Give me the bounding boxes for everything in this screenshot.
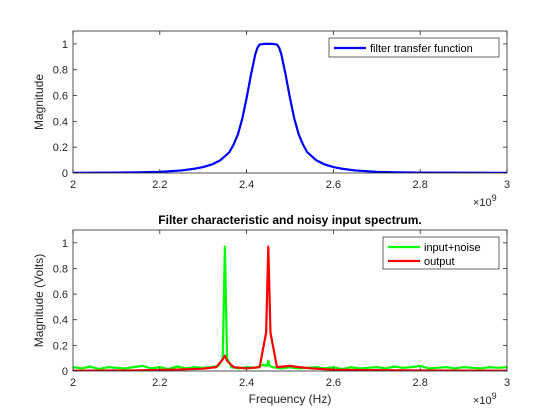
axes2-ytick-label: 0.2 (53, 340, 68, 352)
axes2-ytick-label: 0.6 (53, 289, 68, 301)
axes2-ytick-label: 0.4 (53, 315, 68, 327)
axes2-legend-box (382, 236, 500, 270)
axes2-ytick-label: 1 (62, 238, 68, 250)
axes2-xtick-label: 2.6 (326, 377, 341, 389)
axes2-x-exponent-label: ×109 (473, 391, 497, 407)
axes1-ytick-label: 0.4 (53, 116, 68, 128)
axes2-ytick-label: 0 (62, 366, 68, 378)
axes1-ytick-label: 0.2 (53, 142, 68, 154)
axes2-y-axis-label: Magnitude (Volts) (32, 254, 46, 347)
axes1-xtick-label: 2.4 (239, 179, 254, 191)
axes1-series-line-filter-transfer-function (73, 42, 507, 173)
axes2-frame (72, 229, 508, 372)
axes2-ytick-label: 0.8 (53, 263, 68, 275)
axes1-y-axis-label: Magnitude (32, 74, 46, 130)
axes2-legend-label: output (424, 256, 455, 268)
axes1-ytick-label: 0.8 (53, 65, 68, 77)
axes1-ytick-label: 0 (62, 168, 68, 180)
axes2-xtick-label: 2.2 (152, 377, 167, 389)
axes2-xtick-label: 2.8 (413, 377, 428, 389)
axes1-xtick-label: 2.8 (413, 179, 428, 191)
axes2-series-line-output (73, 245, 507, 371)
axes1-xtick-label: 2.2 (152, 179, 167, 191)
axes1-legend-label: filter transfer function (370, 43, 473, 55)
axes1-ytick-label: 1 (62, 39, 68, 51)
axes2-legend-label: input+noise (424, 242, 481, 254)
axes2-xtick-label: 2.4 (239, 377, 254, 389)
axes2-title: Filter characteristic and noisy input sp… (158, 213, 421, 227)
axes1-legend-box (328, 37, 500, 58)
axes1-frame (72, 30, 508, 174)
axes1-ytick-label: 0.6 (53, 91, 68, 103)
axes1-xtick-label: 2 (70, 179, 76, 191)
axes2-series-line-input-noise (73, 245, 507, 371)
axes1-xtick-label: 2.6 (326, 179, 341, 191)
axes2-x-axis-label: Frequency (Hz) (249, 392, 332, 406)
axes2-xtick-label: 3 (504, 377, 510, 389)
axes2-xtick-label: 2 (70, 377, 76, 389)
axes1-xtick-label: 3 (504, 179, 510, 191)
axes1-x-exponent-label: ×109 (473, 193, 497, 209)
